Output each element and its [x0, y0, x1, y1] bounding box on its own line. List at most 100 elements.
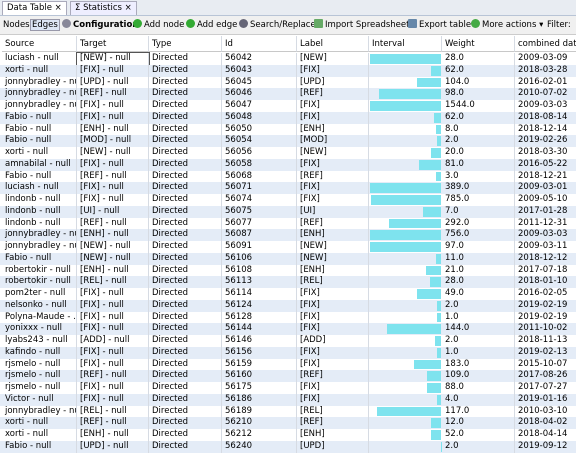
row: [0, 311, 576, 324]
interval-bar: [414, 359, 441, 370]
table-cell: 2009-03-09: [515, 53, 576, 65]
table-cell: 2.0: [442, 299, 515, 312]
table-cell: [REF] - null: [77, 370, 149, 382]
search-button[interactable]: Search/Replace: [239, 19, 316, 31]
table-cell: 2017-07-18: [515, 265, 576, 277]
row: [0, 346, 576, 359]
nodes-button[interactable]: Nodes: [3, 20, 30, 30]
interval-bar: [437, 300, 441, 311]
interval-bar: [431, 148, 441, 158]
toolbar: Nodes Edges Configuration Add node Add e…: [0, 16, 576, 35]
table-cell: [REL]: [297, 405, 369, 418]
table-cell: 81.0: [442, 158, 515, 171]
table-cell: [FIX] - null: [77, 182, 149, 194]
table-cell: 56048: [222, 111, 297, 124]
table-cell: 56175: [222, 382, 297, 394]
row: [0, 229, 576, 241]
table-cell: Directed: [149, 194, 222, 206]
filter-label: Filter:: [547, 20, 571, 30]
interval-bar: [416, 77, 441, 88]
table-cell: Directed: [149, 382, 222, 394]
table-cell: Directed: [149, 429, 222, 441]
table-cell: Directed: [149, 53, 222, 65]
row: [0, 100, 576, 112]
table-cell: [FIX]: [297, 64, 369, 77]
tab[interactable]: Σ Statistics ×: [70, 1, 137, 15]
table-cell: 2018-12-21: [515, 171, 576, 183]
more-actions-button[interactable]: More actions ▾: [471, 19, 543, 31]
table-cell: jonnybradley - null: [2, 405, 77, 418]
table-cell: 1.0: [442, 346, 515, 359]
row: [0, 182, 576, 194]
tab[interactable]: Data Table ×: [2, 1, 67, 15]
table-cell: Directed: [149, 288, 222, 300]
add-edge-button[interactable]: Add edge: [186, 19, 237, 31]
table-cell: robertokir - null: [2, 276, 77, 288]
table-cell: 2.0: [442, 335, 515, 347]
table-cell: 88.0: [442, 382, 515, 394]
row: [0, 299, 576, 312]
table-cell: [UI]: [297, 205, 369, 218]
table-cell: 62.0: [442, 111, 515, 124]
table-cell: [FIX] - null: [77, 382, 149, 394]
interval-bar: [433, 112, 441, 123]
table-cell: 56046: [222, 88, 297, 100]
table-cell: [FIX]: [297, 346, 369, 359]
table-cell: Directed: [149, 229, 222, 241]
table-cell: 2016-05-22: [515, 159, 576, 171]
edges-button[interactable]: Edges: [30, 19, 60, 31]
table-cell: Directed: [149, 323, 222, 335]
table-cell: rjsmelo - null: [2, 382, 77, 394]
tab-bar: Data Table × Σ Statistics ×: [0, 0, 576, 16]
table-cell: pom2ter - null: [2, 288, 77, 300]
table-cell: 2016-02-01: [515, 77, 576, 89]
import-button[interactable]: Import Spreadsheet: [314, 19, 409, 31]
table-cell: 2018-11-13: [515, 335, 576, 347]
row: [0, 405, 576, 418]
table-cell: [FIX]: [297, 358, 369, 371]
table-cell: 56047: [222, 100, 297, 112]
table-cell: Directed: [149, 252, 222, 265]
interval-bar: [387, 324, 441, 334]
table-cell: [FIX]: [297, 194, 369, 206]
table-cell: 8.0: [442, 123, 515, 136]
table-cell: 56054: [222, 135, 297, 147]
table-cell: 2019-02-19: [515, 312, 576, 324]
table-cell: [NEW] - null: [77, 147, 149, 159]
table-cell: [FIX]: [297, 382, 369, 394]
table-cell: [FIX]: [297, 111, 369, 124]
configuration-button[interactable]: Configuration: [62, 19, 138, 31]
table-cell: jonnybradley - null: [2, 100, 77, 112]
interval-bar: [379, 89, 441, 99]
table-cell: [UPD] - null: [77, 76, 149, 89]
interval-bar: [376, 406, 441, 417]
row: [0, 370, 576, 382]
table-cell: [REF] - null: [77, 217, 149, 230]
table-cell: Directed: [149, 182, 222, 194]
table-cell: Directed: [149, 335, 222, 347]
add-node-button[interactable]: Add node: [133, 19, 184, 31]
table-cell: luciash - null: [2, 53, 77, 65]
table-cell: 56045: [222, 76, 297, 89]
table-cell: [REF]: [297, 370, 369, 382]
row: [0, 217, 576, 230]
row: [0, 276, 576, 288]
table-cell: Directed: [149, 358, 222, 371]
table-cell: xorti - null: [2, 429, 77, 441]
table-cell: 2017-01-28: [515, 206, 576, 218]
table-cell: 2016-02-05: [515, 288, 576, 300]
table-cell: Victor - null: [2, 393, 77, 406]
row: [0, 170, 576, 183]
table-cell: Directed: [149, 76, 222, 89]
table-cell: [FIX]: [297, 288, 369, 300]
interval-bar: [431, 418, 441, 428]
export-button[interactable]: Export table: [408, 19, 471, 31]
column-header: Interval: [369, 36, 442, 52]
table-cell: [REL] - null: [77, 405, 149, 418]
table-cell: [REF]: [297, 88, 369, 100]
table-cell: 56186: [222, 393, 297, 406]
table-cell: [ADD] - null: [77, 335, 149, 347]
table-cell: [NEW] - null: [77, 241, 149, 253]
table-cell: 2018-08-14: [515, 112, 576, 124]
